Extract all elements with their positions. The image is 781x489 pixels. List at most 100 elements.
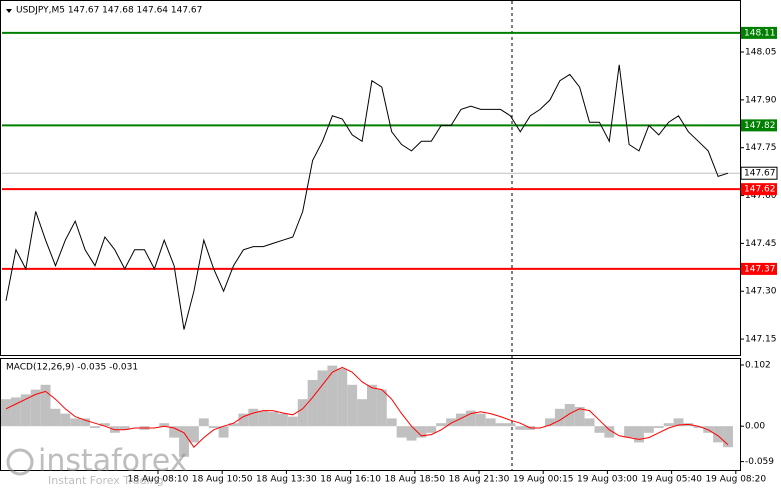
macd-bar <box>238 413 249 427</box>
macd-bar <box>693 426 704 428</box>
macd-bar <box>179 426 189 457</box>
macd-bar <box>277 413 288 427</box>
watermark-tagline: Instant Forex Trading <box>48 474 164 487</box>
watermark: instaforex Instant Forex Trading <box>6 444 187 487</box>
macd-bar <box>20 394 31 427</box>
macd-bar <box>376 389 387 427</box>
x-tick-label: 19 Aug 08:20 <box>705 475 766 485</box>
level-label: 147.37 <box>744 264 776 274</box>
macd-bar <box>1 399 11 427</box>
macd-bar <box>258 410 269 427</box>
level-label-box <box>741 183 777 196</box>
y-tick-label: 0.00 <box>745 422 765 432</box>
macd-bar <box>10 397 21 427</box>
macd-bar <box>594 426 605 433</box>
y-tick-label: -0.059 <box>745 457 774 467</box>
macd-bar <box>426 426 437 433</box>
macd-bar <box>30 389 41 427</box>
macd-bar <box>317 370 328 427</box>
macd-bar <box>515 426 526 430</box>
macd-bar <box>386 418 397 427</box>
macd-bar <box>456 413 466 427</box>
level-label-box <box>741 262 777 275</box>
x-tick-label: 18 Aug 08:10 <box>128 475 189 485</box>
y-tick-label: 147.90 <box>745 95 777 105</box>
macd-bar <box>574 407 585 427</box>
macd-bar <box>663 423 674 427</box>
y-tick-label: 0.102 <box>745 361 771 371</box>
watermark-brand: instaforex <box>38 444 187 479</box>
macd-bar <box>505 423 516 427</box>
x-tick-label: 18 Aug 16:10 <box>320 475 381 485</box>
level-label-box <box>741 119 777 132</box>
macd-bar <box>347 384 358 427</box>
macd-bar <box>90 426 100 428</box>
macd-bar <box>673 418 684 427</box>
y-tick-label: 147.60 <box>745 191 777 201</box>
macd-bar <box>159 423 170 427</box>
macd-bar <box>624 426 635 438</box>
macd-bar <box>564 404 575 427</box>
macd-bar <box>287 416 298 427</box>
y-tick-label: 147.45 <box>745 239 777 249</box>
x-tick-label: 18 Aug 10:50 <box>192 475 253 485</box>
macd-bar <box>337 368 348 427</box>
macd-bar <box>297 399 308 427</box>
y-tick-label: 147.75 <box>745 143 777 153</box>
y-tick-label: 147.15 <box>745 335 777 345</box>
macd-title: MACD(12,26,9) -0.035 -0.031 <box>6 363 138 373</box>
macd-bar <box>495 423 506 427</box>
macd-bar <box>60 413 71 427</box>
macd-bar <box>357 399 367 427</box>
x-tick-label: 19 Aug 00:15 <box>513 475 574 485</box>
macd-bar <box>40 384 51 427</box>
x-tick-label: 18 Aug 21:30 <box>449 475 510 485</box>
macd-bar <box>307 380 318 427</box>
current-price-box <box>740 166 778 180</box>
y-tick-label: 148.05 <box>745 48 777 58</box>
macd-bar <box>604 426 615 438</box>
signal-line <box>5 366 729 448</box>
macd-bar <box>465 410 476 427</box>
macd-bar <box>584 418 595 427</box>
macd-bar <box>327 365 338 427</box>
macd-bar <box>198 418 209 427</box>
macd-bar <box>554 408 565 427</box>
price-line <box>5 64 729 330</box>
macd-bar <box>50 408 61 427</box>
macd-bar <box>723 426 733 448</box>
macd-bar <box>643 426 654 433</box>
level-label: 147.82 <box>744 121 776 131</box>
macd-bar <box>70 418 81 427</box>
macd-bar <box>248 408 259 427</box>
chart-title: USDJPY,M5 147.67 147.68 147.64 147.67 <box>16 6 202 16</box>
macd-bar <box>268 411 278 427</box>
macd-bar <box>416 426 427 438</box>
macd-panel <box>0 358 741 471</box>
macd-bar <box>436 423 447 427</box>
macd-bar <box>406 426 417 441</box>
x-tick-label: 18 Aug 18:50 <box>384 475 445 485</box>
y-tick-label: 147.30 <box>745 287 777 297</box>
watermark-logo <box>6 448 34 476</box>
macd-bar <box>367 384 377 427</box>
x-tick-label: 18 Aug 13:30 <box>256 475 317 485</box>
macd-bar <box>475 413 486 427</box>
macd-bar <box>653 426 664 428</box>
price-panel <box>0 0 741 356</box>
macd-bar <box>396 426 407 438</box>
macd-bar <box>218 426 229 438</box>
x-tick-label: 19 Aug 05:40 <box>641 475 702 485</box>
level-label: 147.62 <box>744 185 776 195</box>
level-label-box <box>741 26 777 39</box>
macd-bar <box>446 418 457 427</box>
macd-bar <box>634 426 644 443</box>
macd-bar <box>169 426 180 438</box>
macd-bar <box>188 426 199 443</box>
macd-bar <box>545 418 555 427</box>
macd-bar <box>713 426 724 443</box>
x-tick-label: 19 Aug 03:00 <box>577 475 638 485</box>
macd-bar <box>80 418 91 427</box>
macd-bar <box>119 426 130 430</box>
